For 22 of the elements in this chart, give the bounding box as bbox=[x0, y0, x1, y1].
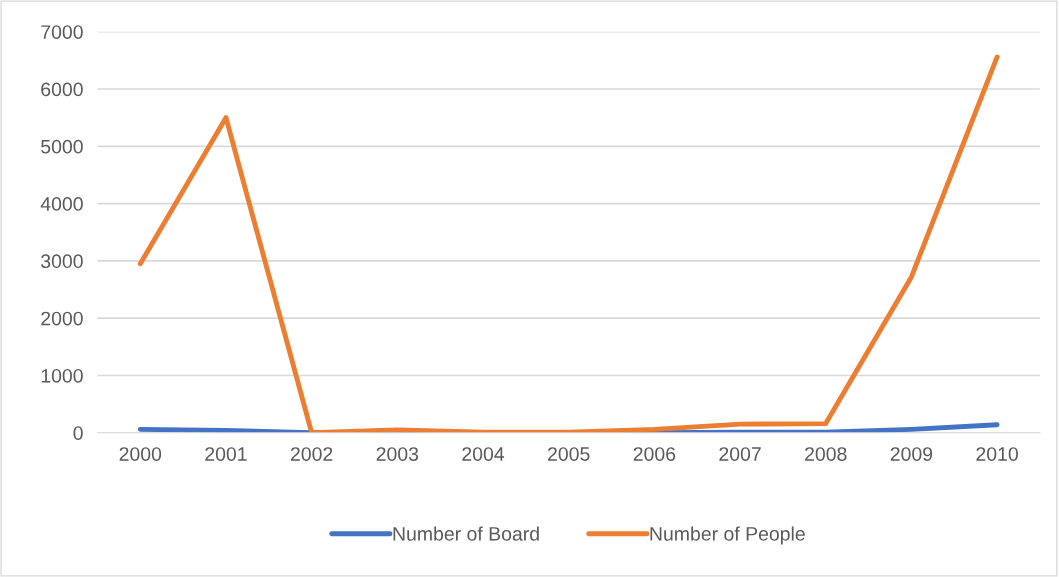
y-tick-label: 7000 bbox=[41, 25, 83, 39]
x-tick-label: 2003 bbox=[376, 447, 419, 461]
y-tick-label: 2000 bbox=[41, 311, 83, 326]
y-tick-label: 5000 bbox=[41, 139, 83, 154]
legend-label: Number of People bbox=[650, 526, 805, 545]
x-tick-label: 2009 bbox=[890, 447, 933, 461]
y-tick-label: 0 bbox=[73, 426, 83, 440]
x-tick-label: 2005 bbox=[548, 447, 590, 461]
x-tick-label: 2007 bbox=[719, 447, 761, 461]
x-tick-label: 2001 bbox=[205, 447, 247, 461]
y-tick-label: 3000 bbox=[41, 254, 83, 269]
x-tick-label: 2010 bbox=[976, 447, 1018, 461]
line-series bbox=[137, 54, 1000, 433]
x-tick-label: 2008 bbox=[805, 447, 847, 461]
y-tick-label: 4000 bbox=[40, 197, 83, 211]
x-tick-label: 2006 bbox=[633, 447, 676, 461]
legend-label: Number of Board bbox=[393, 526, 539, 541]
x-tick-label: 2002 bbox=[290, 447, 333, 461]
y-tick-label: 6000 bbox=[41, 82, 83, 97]
y-tick-label: 1000 bbox=[41, 368, 83, 383]
x-tick-label: 2004 bbox=[462, 447, 505, 461]
x-tick-label: 2000 bbox=[119, 447, 162, 461]
